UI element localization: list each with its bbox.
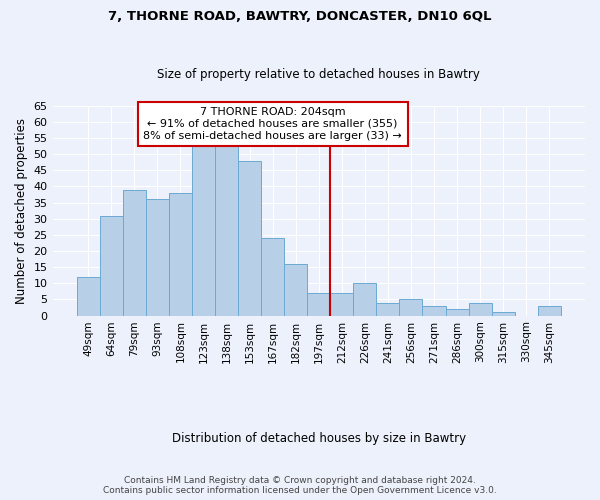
Title: Size of property relative to detached houses in Bawtry: Size of property relative to detached ho…: [157, 68, 480, 81]
Text: Contains HM Land Registry data © Crown copyright and database right 2024.
Contai: Contains HM Land Registry data © Crown c…: [103, 476, 497, 495]
Bar: [77, 277, 100, 316]
Bar: [238, 160, 261, 316]
Bar: [330, 293, 353, 316]
Bar: [491, 312, 515, 316]
Bar: [100, 216, 123, 316]
Bar: [422, 306, 446, 316]
Bar: [192, 144, 215, 316]
Bar: [469, 302, 491, 316]
Bar: [538, 306, 561, 316]
Text: 7 THORNE ROAD: 204sqm
← 91% of detached houses are smaller (355)
8% of semi-deta: 7 THORNE ROAD: 204sqm ← 91% of detached …: [143, 108, 402, 140]
Bar: [261, 238, 284, 316]
Bar: [123, 190, 146, 316]
Bar: [146, 200, 169, 316]
Bar: [215, 142, 238, 316]
Text: 7, THORNE ROAD, BAWTRY, DONCASTER, DN10 6QL: 7, THORNE ROAD, BAWTRY, DONCASTER, DN10 …: [108, 10, 492, 23]
Bar: [446, 309, 469, 316]
Bar: [169, 193, 192, 316]
Bar: [284, 264, 307, 316]
X-axis label: Distribution of detached houses by size in Bawtry: Distribution of detached houses by size …: [172, 432, 466, 445]
Bar: [400, 300, 422, 316]
Bar: [307, 293, 330, 316]
Bar: [376, 302, 400, 316]
Bar: [353, 284, 376, 316]
Y-axis label: Number of detached properties: Number of detached properties: [15, 118, 28, 304]
